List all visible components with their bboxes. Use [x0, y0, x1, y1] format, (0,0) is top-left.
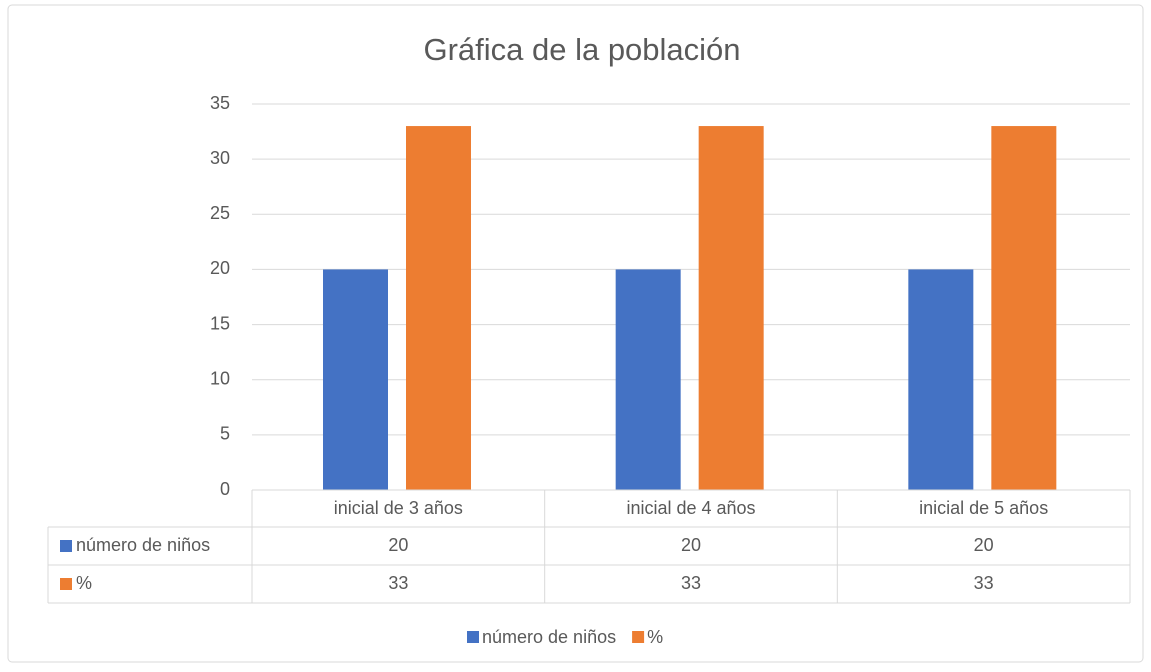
y-tick-label: 20	[210, 258, 230, 278]
y-tick-label: 35	[210, 93, 230, 113]
y-tick-label: 15	[210, 313, 230, 333]
y-tick-label: 25	[210, 203, 230, 223]
y-tick-label: 10	[210, 368, 230, 388]
table-cell: 20	[388, 535, 408, 555]
table-row-label: %	[76, 573, 92, 593]
legend-label: %	[647, 627, 663, 647]
x-tick-label: inicial de 4 años	[626, 498, 755, 518]
bar	[698, 126, 764, 491]
y-tick-label: 5	[220, 424, 230, 444]
table-legend-key	[60, 578, 72, 590]
legend-key	[632, 631, 645, 643]
x-tick-label: inicial de 3 años	[334, 498, 463, 518]
bar	[323, 269, 388, 490]
table-legend-key	[60, 540, 72, 552]
chart-frame	[7, 4, 1144, 663]
y-tick-label: 30	[210, 148, 230, 168]
bar	[406, 126, 471, 491]
bar	[908, 269, 974, 490]
legend-label: número de niños	[482, 627, 616, 647]
chart-title: Gráfica de la población	[423, 32, 740, 67]
table-cell: 33	[974, 573, 994, 593]
table-cell: 20	[681, 535, 701, 555]
table-row-label: número de niños	[76, 535, 210, 555]
table-cell: 33	[681, 573, 701, 593]
legend-key	[467, 631, 479, 643]
bar	[615, 269, 681, 490]
x-tick-label: inicial de 5 años	[919, 498, 1048, 518]
table-cell: 20	[974, 535, 994, 555]
bar	[991, 126, 1057, 491]
y-tick-label: 0	[220, 479, 230, 499]
table-cell: 33	[388, 573, 408, 593]
